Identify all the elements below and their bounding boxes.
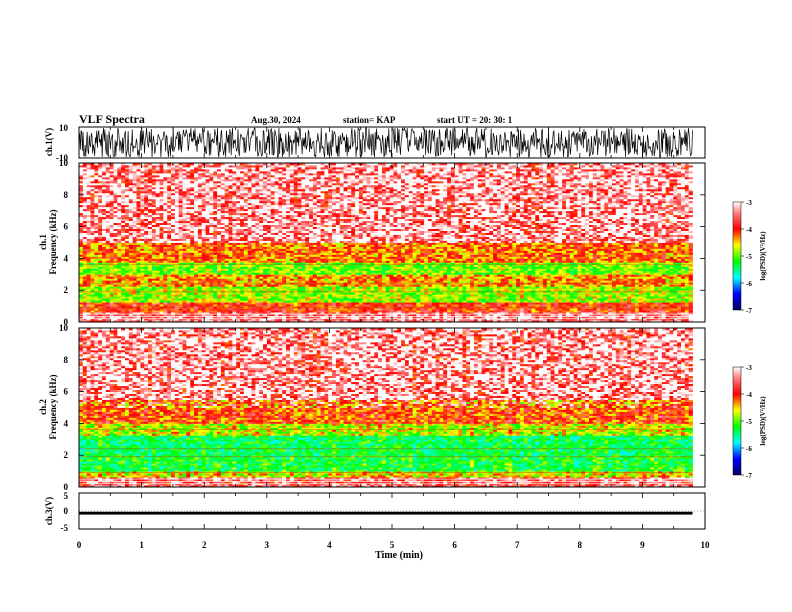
ch1-waveform-panel: 10 -10 ch.1(V): [44, 123, 705, 163]
ch1-waveform-trace: [79, 128, 692, 157]
ch1-spectrogram-image: [79, 163, 693, 322]
ch1-ytick-top: 10: [59, 123, 69, 133]
ch1-waveform-ylabel: ch.1(V): [44, 128, 54, 156]
ch1-waveform-path: [79, 128, 692, 157]
vlf-figure: 10 -10 ch.1(V) 0246810 ch.1 Frequency (k…: [0, 0, 792, 612]
